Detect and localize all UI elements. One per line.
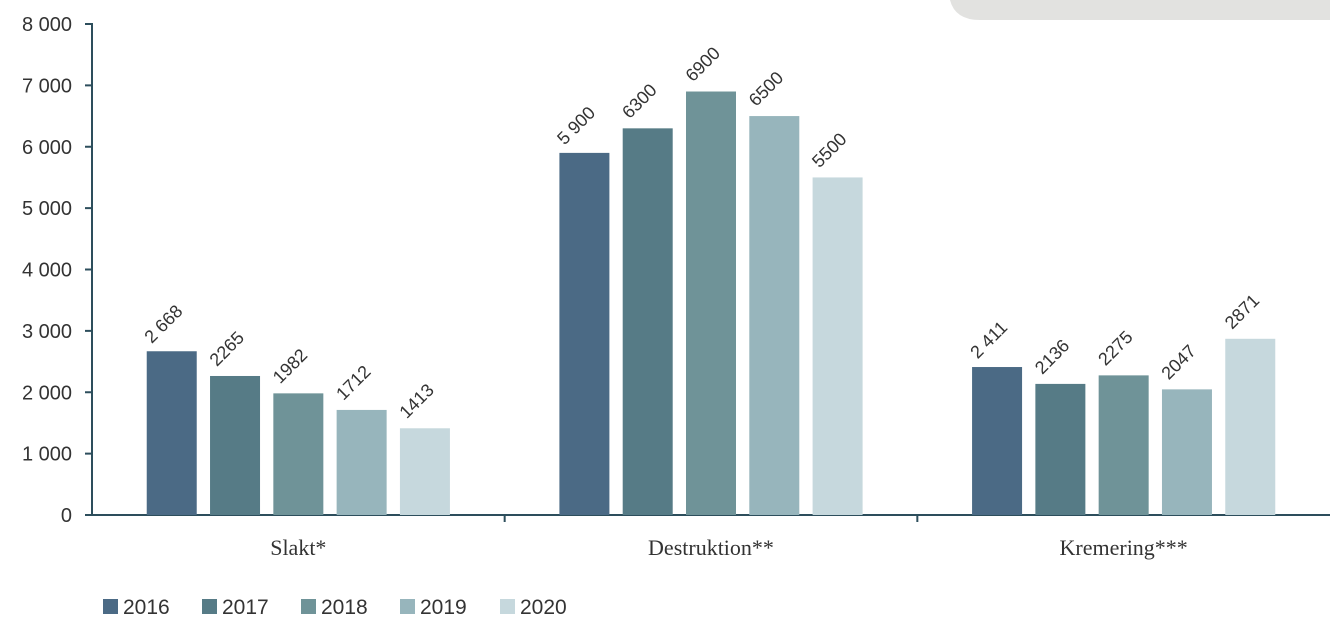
data-label: 1712 — [332, 361, 374, 403]
y-tick-label: 3 000 — [22, 321, 72, 343]
x-category-label: Destruktion** — [648, 535, 774, 560]
data-label: 6500 — [745, 68, 787, 110]
bar-2017 — [622, 128, 673, 515]
bar-2020 — [812, 177, 863, 515]
bar-2019 — [1161, 389, 1212, 515]
data-label: 2 668 — [140, 301, 186, 347]
data-label: 5500 — [808, 129, 850, 171]
corner-decoration — [950, 0, 1330, 20]
data-label: 2275 — [1094, 327, 1136, 369]
data-label: 6900 — [682, 43, 724, 85]
data-label: 5 900 — [553, 103, 599, 149]
x-category-label: Slakt* — [270, 535, 326, 560]
bars — [146, 91, 1276, 515]
bar-2017 — [210, 375, 261, 515]
x-category-label: Kremering*** — [1060, 535, 1188, 560]
data-label: 2047 — [1157, 341, 1199, 383]
bar-2016 — [146, 351, 197, 515]
data-label: 2136 — [1031, 335, 1073, 377]
y-tick-label: 8 000 — [22, 14, 72, 36]
y-tick-label: 1 000 — [22, 444, 72, 466]
y-tick-label: 4 000 — [22, 260, 72, 282]
legend-swatch — [202, 599, 217, 614]
data-label: 1982 — [269, 345, 311, 387]
data-label: 2265 — [206, 328, 248, 370]
bar-2017 — [1035, 383, 1086, 515]
legend-label: 2018 — [321, 596, 368, 617]
bar-2018 — [1098, 375, 1149, 515]
data-label: 2 411 — [966, 317, 1011, 362]
bar-2019 — [749, 116, 800, 515]
bar-2020 — [399, 428, 450, 515]
data-label: 1413 — [395, 380, 437, 422]
bar-2018 — [686, 91, 736, 515]
bar-2016 — [972, 367, 1023, 515]
legend-label: 2017 — [222, 596, 269, 617]
legend-item-2016: 2016 — [103, 596, 170, 617]
data-label: 6300 — [618, 80, 660, 122]
bar-2020 — [1225, 338, 1276, 515]
legend-label: 2020 — [520, 596, 567, 617]
legend-swatch — [301, 599, 316, 614]
data-label: 2871 — [1221, 290, 1263, 332]
y-tick-label: 2 000 — [22, 382, 72, 404]
legend-swatch — [500, 599, 515, 614]
bar-2018 — [273, 393, 324, 515]
bar-2019 — [336, 409, 387, 515]
legend: 2016 2017 2018 2019 2020 — [103, 596, 567, 617]
legend-item-2017: 2017 — [202, 596, 269, 617]
x-axis: Slakt* Destruktion** Kremering*** — [92, 514, 1330, 560]
legend-item-2019: 2019 — [400, 596, 467, 617]
legend-label: 2019 — [420, 596, 467, 617]
bar-2016 — [559, 152, 610, 515]
legend-item-2018: 2018 — [301, 596, 368, 617]
y-tick-label: 5 000 — [22, 198, 72, 220]
y-tick-label: 6 000 — [22, 137, 72, 159]
y-tick-label: 7 000 — [22, 75, 72, 97]
legend-swatch — [103, 599, 118, 614]
y-axis: 0 1 000 2 000 3 000 4 000 5 000 6 000 7 000 8 00… — [22, 14, 93, 527]
legend-item-2020: 2020 — [500, 596, 567, 617]
legend-label: 2016 — [123, 596, 170, 617]
legend-swatch — [400, 599, 415, 614]
y-tick-label: 0 — [61, 505, 72, 527]
